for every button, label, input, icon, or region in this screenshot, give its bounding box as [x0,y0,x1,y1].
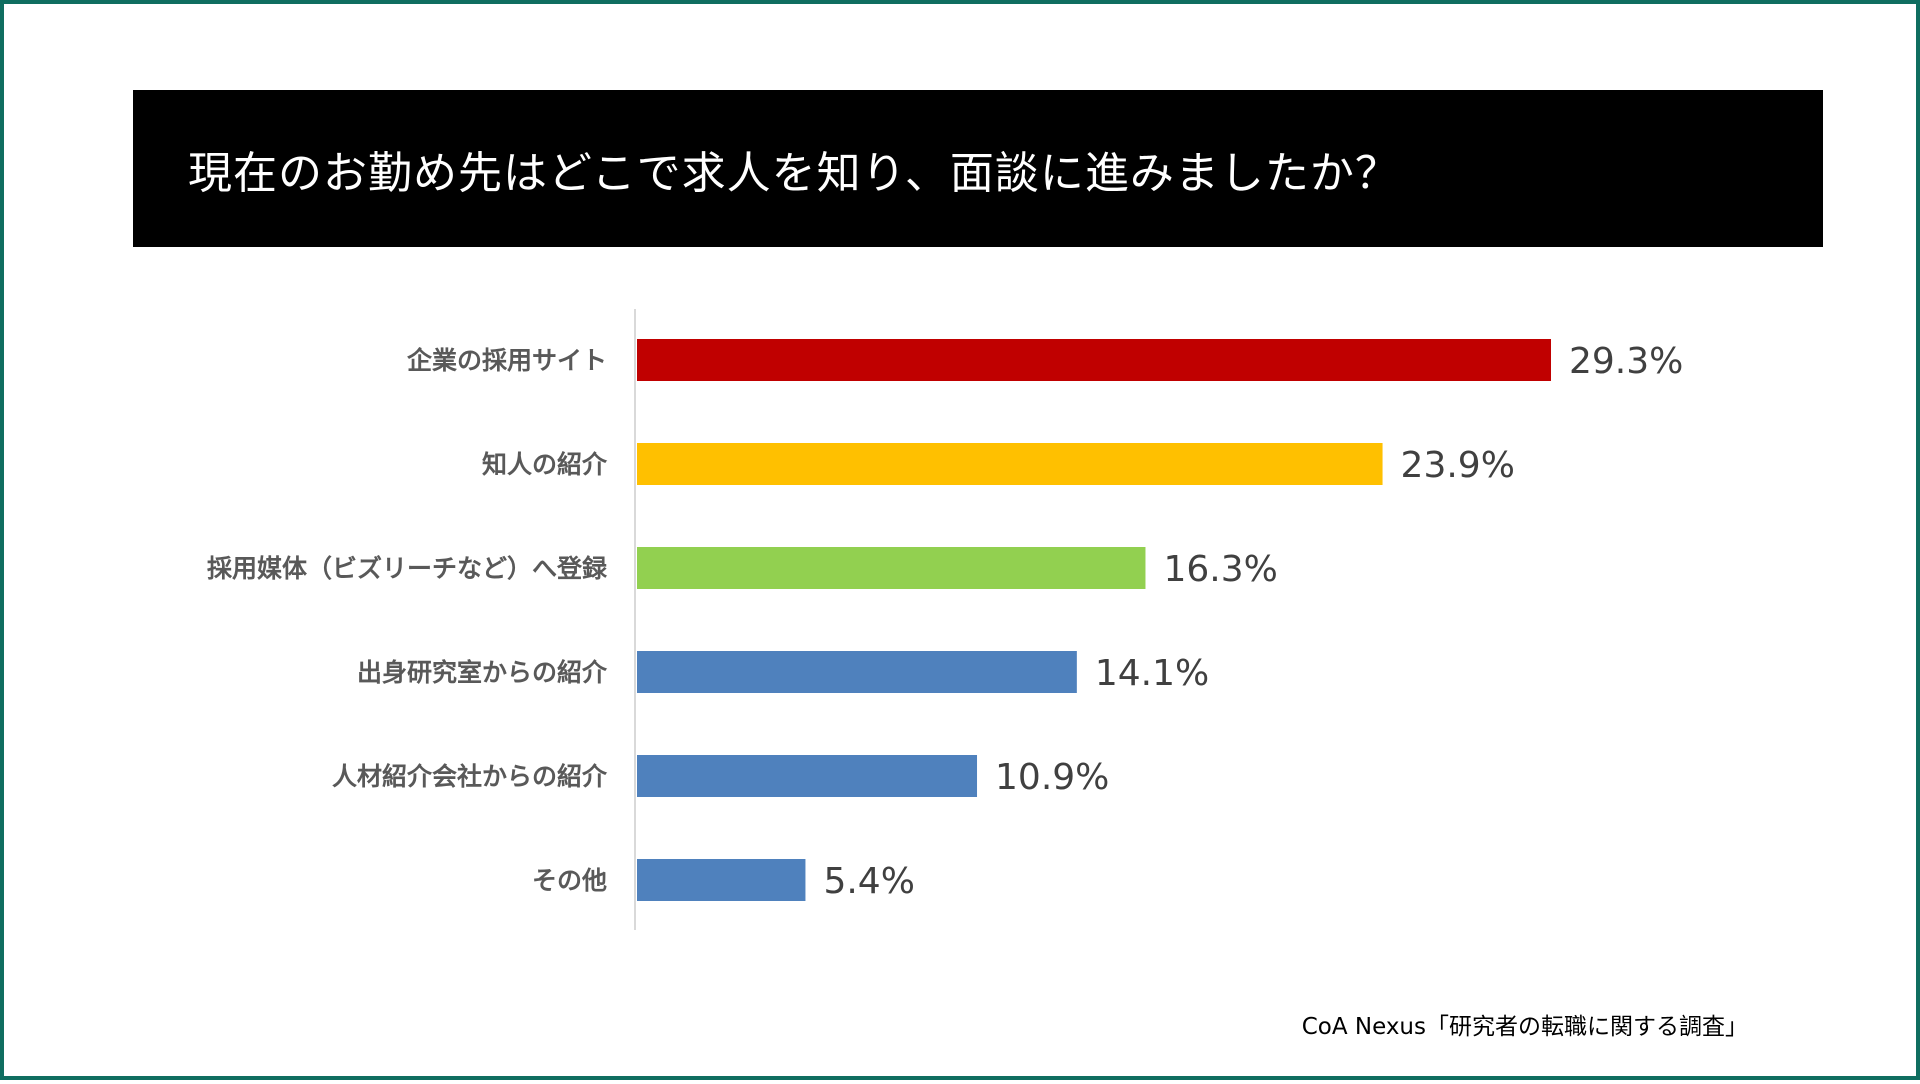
bar-chart: 企業の採用サイト 29.3% 知人の紹介 23.9% 採用媒体（ビズリーチなど）へ登録 1… [207,309,1683,930]
bar-1 [637,339,1551,381]
bar-2 [637,443,1383,485]
value-label-3: 16.3% [1163,549,1277,590]
bar-3 [637,547,1146,589]
category-label-1: 企業の採用サイト [407,346,607,375]
bars-group: 企業の採用サイト 29.3% 知人の紹介 23.9% 採用媒体（ビズリーチなど）へ登録 1… [207,339,1683,902]
value-label-6: 5.4% [823,861,914,902]
chart-title: 現在のお勤め先はどこで求人を知り、面談に進みましたか？ [188,147,1400,199]
category-label-4: 出身研究室からの紹介 [357,658,608,687]
title-banner: 現在のお勤め先はどこで求人を知り、面談に進みましたか？ [133,90,1823,247]
value-label-5: 10.9% [995,757,1109,798]
category-label-3: 採用媒体（ビズリーチなど）へ登録 [207,554,608,583]
category-label-6: その他 [532,866,607,895]
value-label-4: 14.1% [1095,653,1209,694]
source-note: CoA Nexus「研究者の転職に関する調査」 [1301,1014,1748,1040]
category-label-2: 知人の紹介 [482,450,608,479]
bar-6 [637,859,806,901]
bar-5 [637,755,978,797]
bar-4 [637,651,1077,693]
value-label-1: 29.3% [1569,341,1683,382]
category-label-5: 人材紹介会社からの紹介 [332,762,608,791]
value-label-2: 23.9% [1401,445,1515,486]
